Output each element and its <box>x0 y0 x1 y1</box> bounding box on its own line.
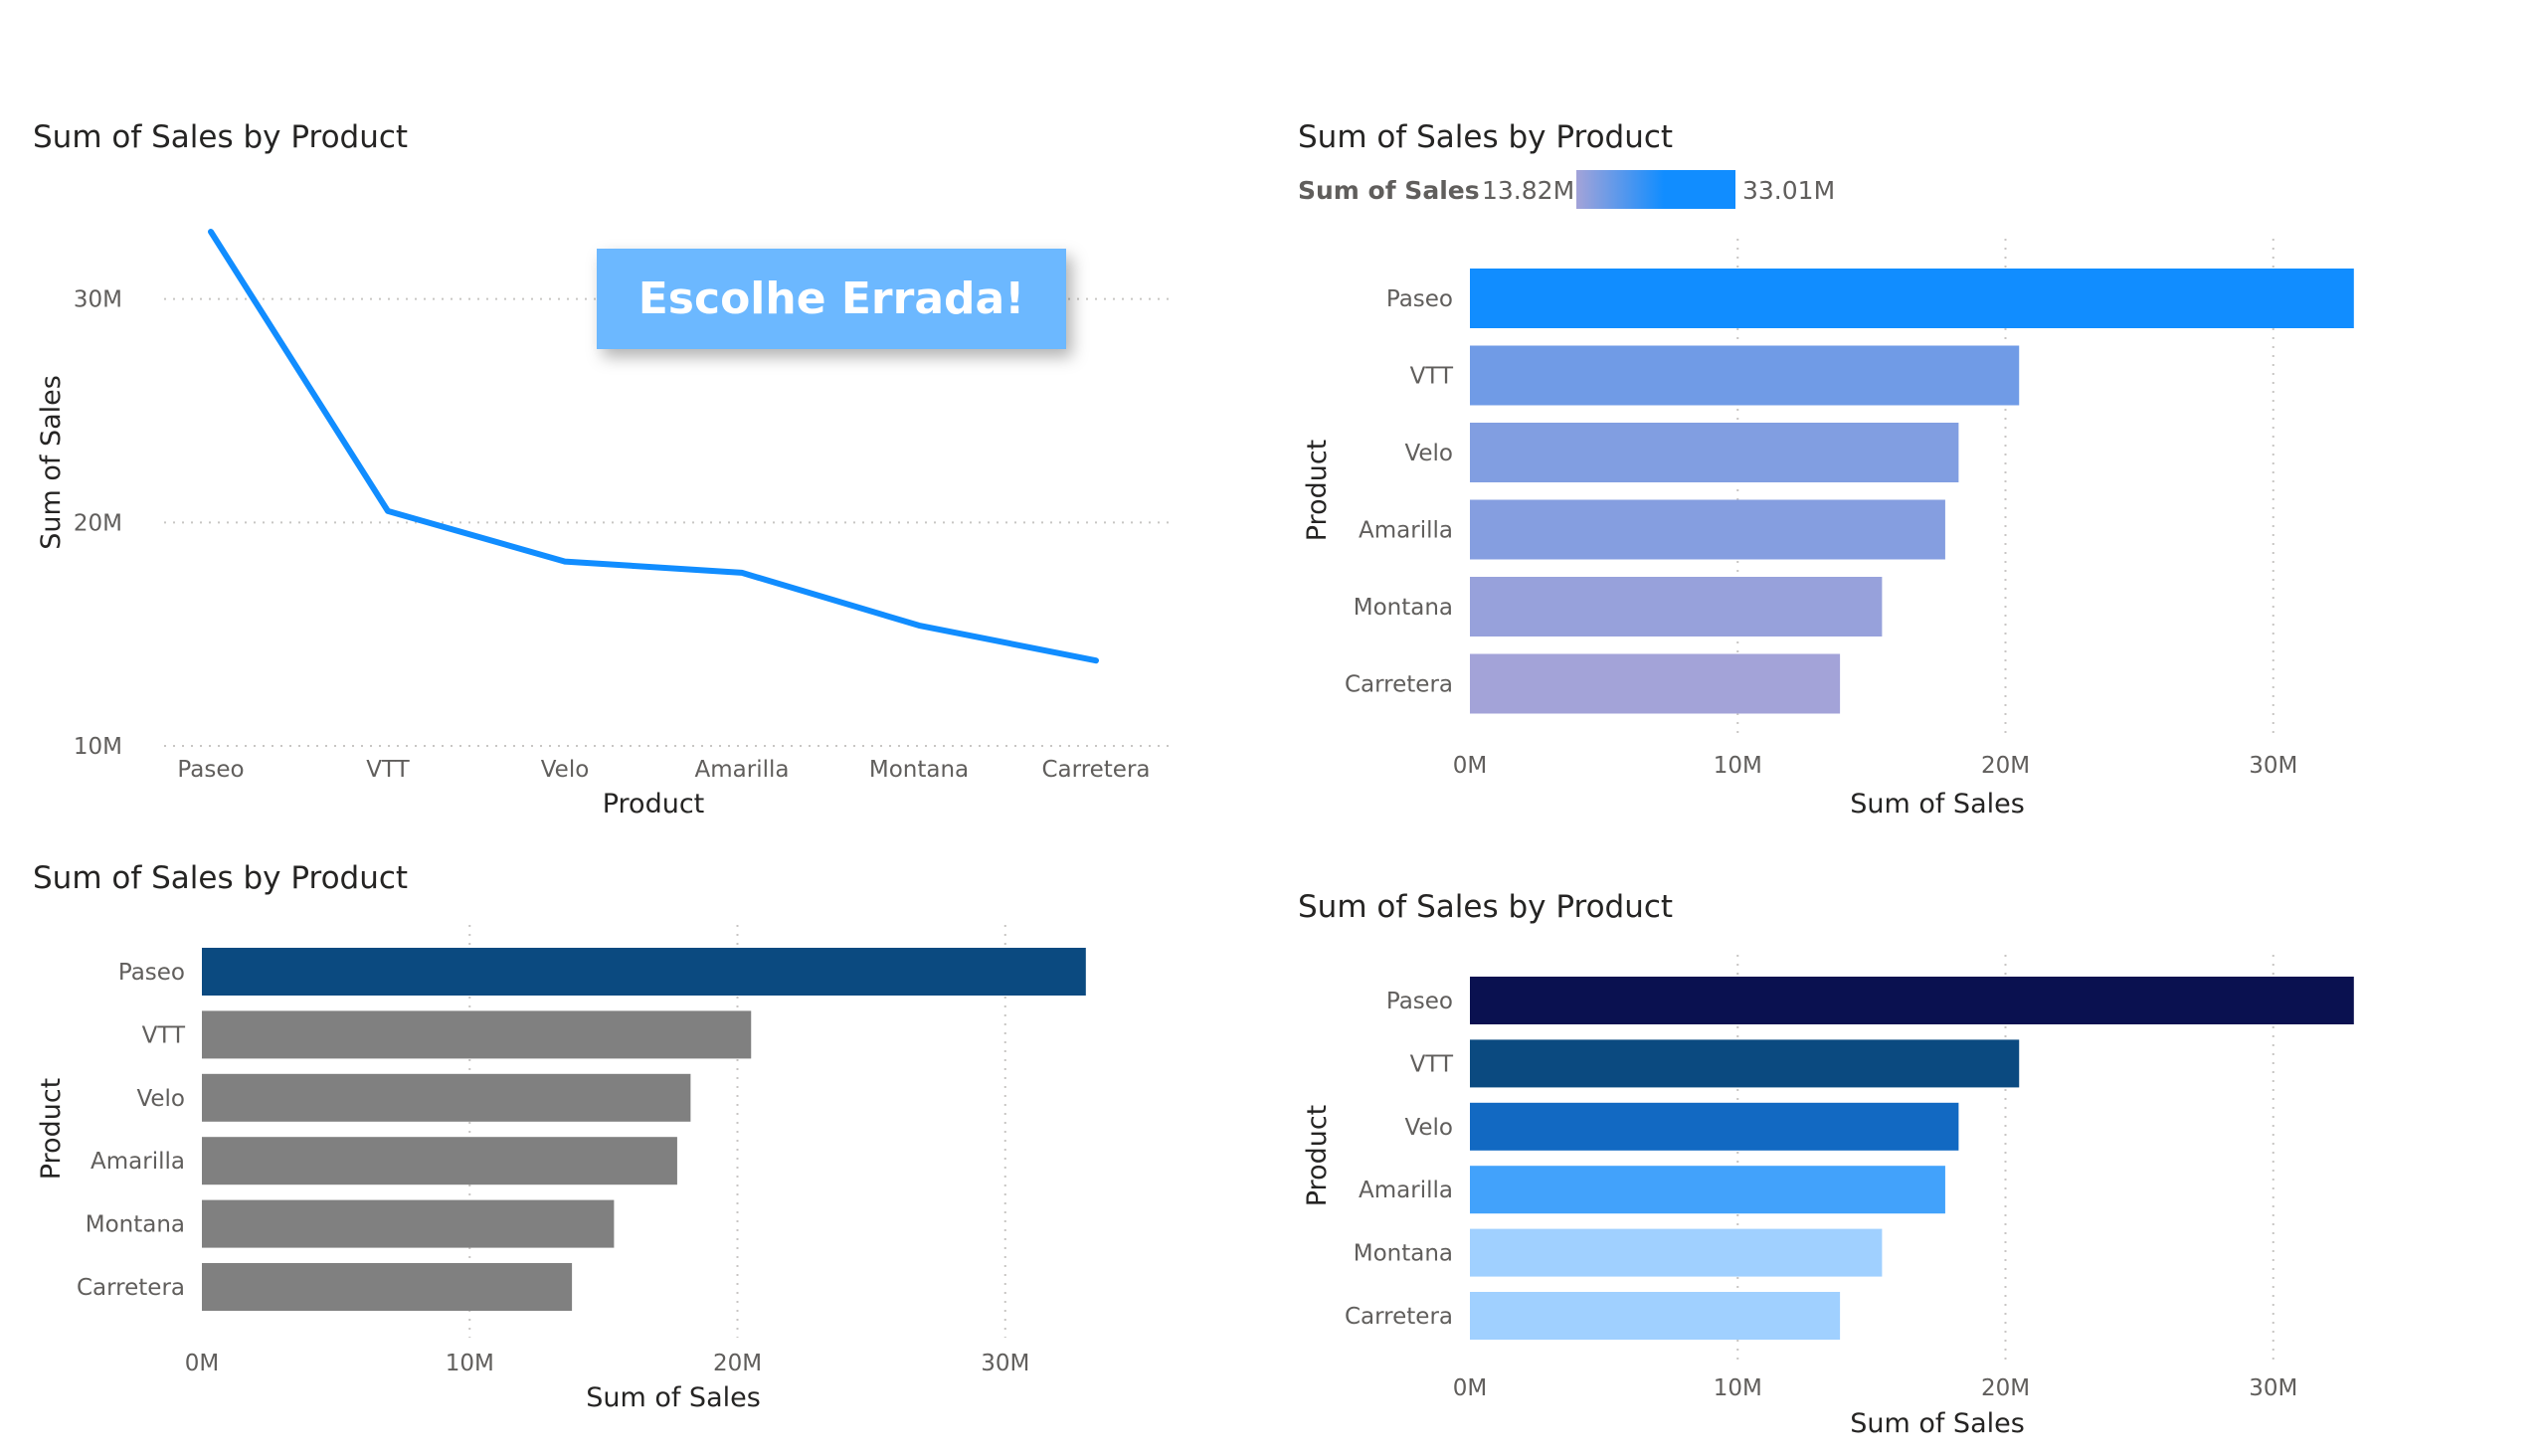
x-tick-label: 0M <box>1453 1375 1487 1401</box>
category-label: VTT <box>142 1022 186 1048</box>
category-label: Montana <box>86 1212 185 1238</box>
chart-title: Sum of Sales by Product <box>1298 119 1673 155</box>
x-tick-label: Velo <box>541 757 590 783</box>
chart-title: Sum of Sales by Product <box>1298 889 1673 925</box>
y-axis-label: Product <box>1302 1105 1333 1207</box>
legend-title: Sum of Sales <box>1298 176 1480 205</box>
x-axis-label: Product <box>603 789 705 819</box>
category-label: Paseo <box>118 960 185 986</box>
sales-line <box>208 229 1099 664</box>
bar-velo <box>1470 423 1959 482</box>
y-axis-label: Product <box>36 1078 67 1181</box>
x-tick-label: 30M <box>2249 1375 2297 1401</box>
x-axis-label: Sum of Sales <box>586 1382 761 1413</box>
category-label: VTT <box>1410 364 1454 390</box>
bar-montana <box>202 1199 615 1248</box>
bar-montana <box>1470 1228 1883 1277</box>
callout-background <box>597 249 1066 349</box>
x-tick-label: 30M <box>2249 753 2297 779</box>
chart-title: Sum of Sales by Product <box>33 860 408 896</box>
y-tick-label: 20M <box>74 510 122 536</box>
highlight-bar-chart: Sum of Sales by Product Paseo VTT Velo Amar… <box>33 860 1086 1413</box>
x-axis-label: Sum of Sales <box>1850 1408 2025 1439</box>
chart-title: Sum of Sales by Product <box>33 119 408 155</box>
bars <box>1470 269 2354 714</box>
x-tick-label: Montana <box>869 757 969 783</box>
category-label: Montana <box>1354 595 1453 621</box>
category-label: Amarilla <box>1359 518 1453 544</box>
callout-text: Escolhe Errada! <box>638 273 1025 324</box>
category-label: Montana <box>1354 1241 1453 1267</box>
y-gridlines <box>164 297 1169 747</box>
bar-vtt <box>202 1010 752 1059</box>
x-tick-label: 10M <box>1714 1375 1762 1401</box>
bar-paseo <box>1470 269 2354 328</box>
bar-montana <box>1470 577 1883 637</box>
bars <box>202 948 1086 1311</box>
category-label: Velo <box>136 1086 185 1112</box>
x-tick-label: 20M <box>1981 1375 2030 1401</box>
category-label: Velo <box>1404 1115 1453 1141</box>
bar-velo <box>1470 1102 1959 1151</box>
x-tick-labels: 0M 10M 20M 30M <box>1453 753 2298 779</box>
bar-amarilla <box>1470 499 1945 560</box>
x-tick-labels: 0M 10M 20M 30M <box>185 1351 1030 1376</box>
x-tick-label: 20M <box>1981 753 2030 779</box>
legend-min-label: 13.82M <box>1482 176 1574 205</box>
category-label: Paseo <box>1386 989 1453 1014</box>
x-tick-label: 0M <box>1453 753 1487 779</box>
category-labels: Paseo VTT Velo Amarilla Montana Carretera <box>77 960 186 1301</box>
bar-velo <box>202 1073 691 1122</box>
x-tick-label: Paseo <box>177 757 244 783</box>
y-axis-label: Product <box>1302 440 1333 542</box>
x-tick-label: 10M <box>446 1351 494 1376</box>
x-tick-label: VTT <box>366 757 410 783</box>
y-axis-label: Sum of Sales <box>36 375 67 550</box>
category-label: Amarilla <box>1359 1178 1453 1203</box>
x-tick-label: Carretera <box>1041 757 1150 783</box>
bar-vtt <box>1470 1039 2020 1088</box>
category-label: Paseo <box>1386 286 1453 312</box>
bar-paseo <box>1470 977 2354 1024</box>
x-tick-label: Amarilla <box>695 757 790 783</box>
bar-carretera <box>1470 1292 1841 1340</box>
x-tick-labels: 0M 10M 20M 30M <box>1453 1375 2298 1401</box>
bar-vtt <box>1470 345 2020 406</box>
y-tick-label: 30M <box>74 287 122 313</box>
category-labels: Paseo VTT Velo Amarilla Montana Carretera <box>1345 989 1454 1330</box>
bar-amarilla <box>202 1137 677 1185</box>
gradient-bar-chart: Sum of Sales by Product Sum of Sales 13.… <box>1298 119 2354 819</box>
y-tick-label: 10M <box>74 734 122 760</box>
bars <box>1470 977 2354 1340</box>
y-tick-labels: 10M 20M 30M <box>74 287 122 760</box>
x-tick-label: 30M <box>981 1351 1029 1376</box>
legend-gradient-bar <box>1576 170 1735 209</box>
x-tick-label: 10M <box>1714 753 1762 779</box>
legend-max-label: 33.01M <box>1742 176 1835 205</box>
category-label: Amarilla <box>91 1149 185 1175</box>
bar-paseo <box>202 948 1086 996</box>
category-label: Velo <box>1404 441 1453 466</box>
bar-carretera <box>202 1263 573 1311</box>
category-label: Carretera <box>77 1275 185 1301</box>
category-label: VTT <box>1410 1051 1454 1077</box>
x-gridlines <box>468 925 1006 1338</box>
gradient-legend: Sum of Sales 13.82M 33.01M <box>1298 170 1835 209</box>
callout-box: Escolhe Errada! <box>597 249 1066 349</box>
bar-carretera <box>1470 653 1841 714</box>
x-tick-labels: Paseo VTT Velo Amarilla Montana Carretera <box>177 757 1150 783</box>
shaded-bar-chart: Sum of Sales by Product Paseo VTT Velo Amar… <box>1298 889 2354 1439</box>
x-tick-label: 20M <box>713 1351 762 1376</box>
x-tick-label: 0M <box>185 1351 219 1376</box>
bar-amarilla <box>1470 1166 1945 1214</box>
x-axis-label: Sum of Sales <box>1850 789 2025 819</box>
category-labels: Paseo VTT Velo Amarilla Montana Carretera <box>1345 286 1454 698</box>
line-chart: Sum of Sales by Product 10M 20M 30M Paseo V… <box>33 119 1169 819</box>
category-label: Carretera <box>1345 672 1453 698</box>
category-label: Carretera <box>1345 1304 1453 1330</box>
